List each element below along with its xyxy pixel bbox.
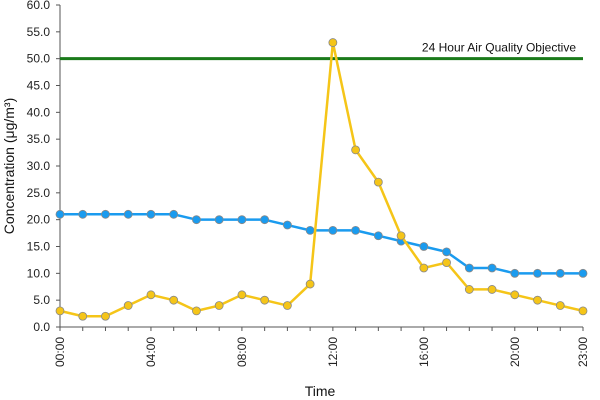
x-tick-label: 12:00 bbox=[326, 337, 340, 367]
data-point bbox=[396, 231, 406, 241]
data-point bbox=[78, 209, 88, 219]
series-group bbox=[55, 38, 588, 321]
data-point bbox=[328, 225, 338, 235]
data-point bbox=[533, 295, 542, 305]
y-tick-label: 25.0 bbox=[27, 186, 51, 200]
data-point bbox=[419, 242, 429, 251]
y-axis-title: Concentration (μg/m³) bbox=[1, 98, 17, 234]
data-point bbox=[78, 311, 88, 321]
y-tick-label: 15.0 bbox=[27, 240, 51, 254]
data-point bbox=[192, 306, 201, 316]
series-line bbox=[59, 41, 584, 318]
data-point bbox=[214, 301, 224, 310]
data-point bbox=[169, 209, 179, 219]
series-2 bbox=[55, 38, 588, 321]
y-tick-label: 35.0 bbox=[27, 132, 51, 146]
y-tick-label: 60.0 bbox=[27, 0, 51, 12]
data-point bbox=[419, 263, 429, 273]
x-tick-label: 04:00 bbox=[144, 337, 158, 367]
x-axis-title: Time bbox=[305, 383, 336, 399]
data-point bbox=[487, 263, 497, 273]
data-point bbox=[464, 285, 474, 294]
data-point bbox=[464, 263, 474, 273]
x-tick-label: 16:00 bbox=[417, 337, 431, 367]
x-tick-label: 00:00 bbox=[53, 337, 67, 367]
data-point bbox=[305, 225, 315, 235]
x-tick-label: 20:00 bbox=[508, 337, 522, 367]
y-axis-ticks: 0.0 5.0 10.0 15.0 20.0 25.0 30.0 35.0 40.0 45.0 50… bbox=[27, 0, 60, 334]
series-1 bbox=[55, 209, 588, 278]
data-point bbox=[578, 306, 588, 316]
x-axis-ticks: 00:00 04:00 08:00 12:00 16:00 20:00 23:00 bbox=[53, 327, 590, 367]
y-tick-label: 5.0 bbox=[33, 293, 50, 307]
data-point bbox=[101, 311, 110, 321]
data-point bbox=[510, 268, 520, 278]
data-point bbox=[260, 295, 270, 305]
reference-line-group: 24 Hour Air Quality Objective bbox=[60, 41, 583, 61]
data-point bbox=[55, 306, 65, 316]
data-point bbox=[351, 225, 361, 235]
reference-line-label: 24 Hour Air Quality Objective bbox=[422, 41, 576, 55]
data-point bbox=[373, 231, 383, 241]
data-point bbox=[169, 295, 179, 305]
data-point bbox=[578, 268, 588, 278]
data-point bbox=[55, 209, 65, 219]
y-tick-label: 45.0 bbox=[27, 79, 51, 93]
data-point bbox=[555, 268, 565, 278]
y-tick-label: 40.0 bbox=[27, 105, 51, 119]
y-tick-label: 0.0 bbox=[33, 320, 50, 334]
data-point bbox=[146, 290, 156, 300]
x-tick-label: 23:00 bbox=[576, 337, 590, 367]
data-point bbox=[123, 209, 133, 219]
y-tick-label: 30.0 bbox=[27, 159, 51, 173]
data-point bbox=[533, 268, 542, 278]
data-point bbox=[123, 301, 133, 310]
data-point bbox=[192, 215, 201, 225]
y-tick-label: 55.0 bbox=[27, 25, 51, 39]
series-line bbox=[60, 213, 583, 275]
y-tick-label: 20.0 bbox=[27, 213, 51, 227]
y-tick-label: 10.0 bbox=[27, 266, 51, 280]
data-point bbox=[442, 247, 451, 257]
data-point bbox=[282, 301, 292, 310]
data-point bbox=[260, 215, 270, 225]
data-point bbox=[101, 209, 110, 219]
data-point bbox=[328, 38, 338, 47]
data-point bbox=[555, 301, 565, 310]
y-tick-label: 50.0 bbox=[27, 52, 51, 66]
data-point bbox=[487, 285, 497, 294]
data-point bbox=[146, 209, 156, 219]
x-tick-label: 08:00 bbox=[235, 337, 249, 367]
data-point bbox=[373, 177, 383, 187]
data-point bbox=[305, 279, 315, 289]
data-point bbox=[282, 220, 292, 230]
data-point bbox=[442, 258, 451, 268]
data-point bbox=[351, 145, 361, 155]
data-point bbox=[237, 215, 247, 225]
data-point bbox=[510, 290, 520, 300]
data-point bbox=[237, 290, 247, 300]
data-point bbox=[214, 215, 224, 225]
